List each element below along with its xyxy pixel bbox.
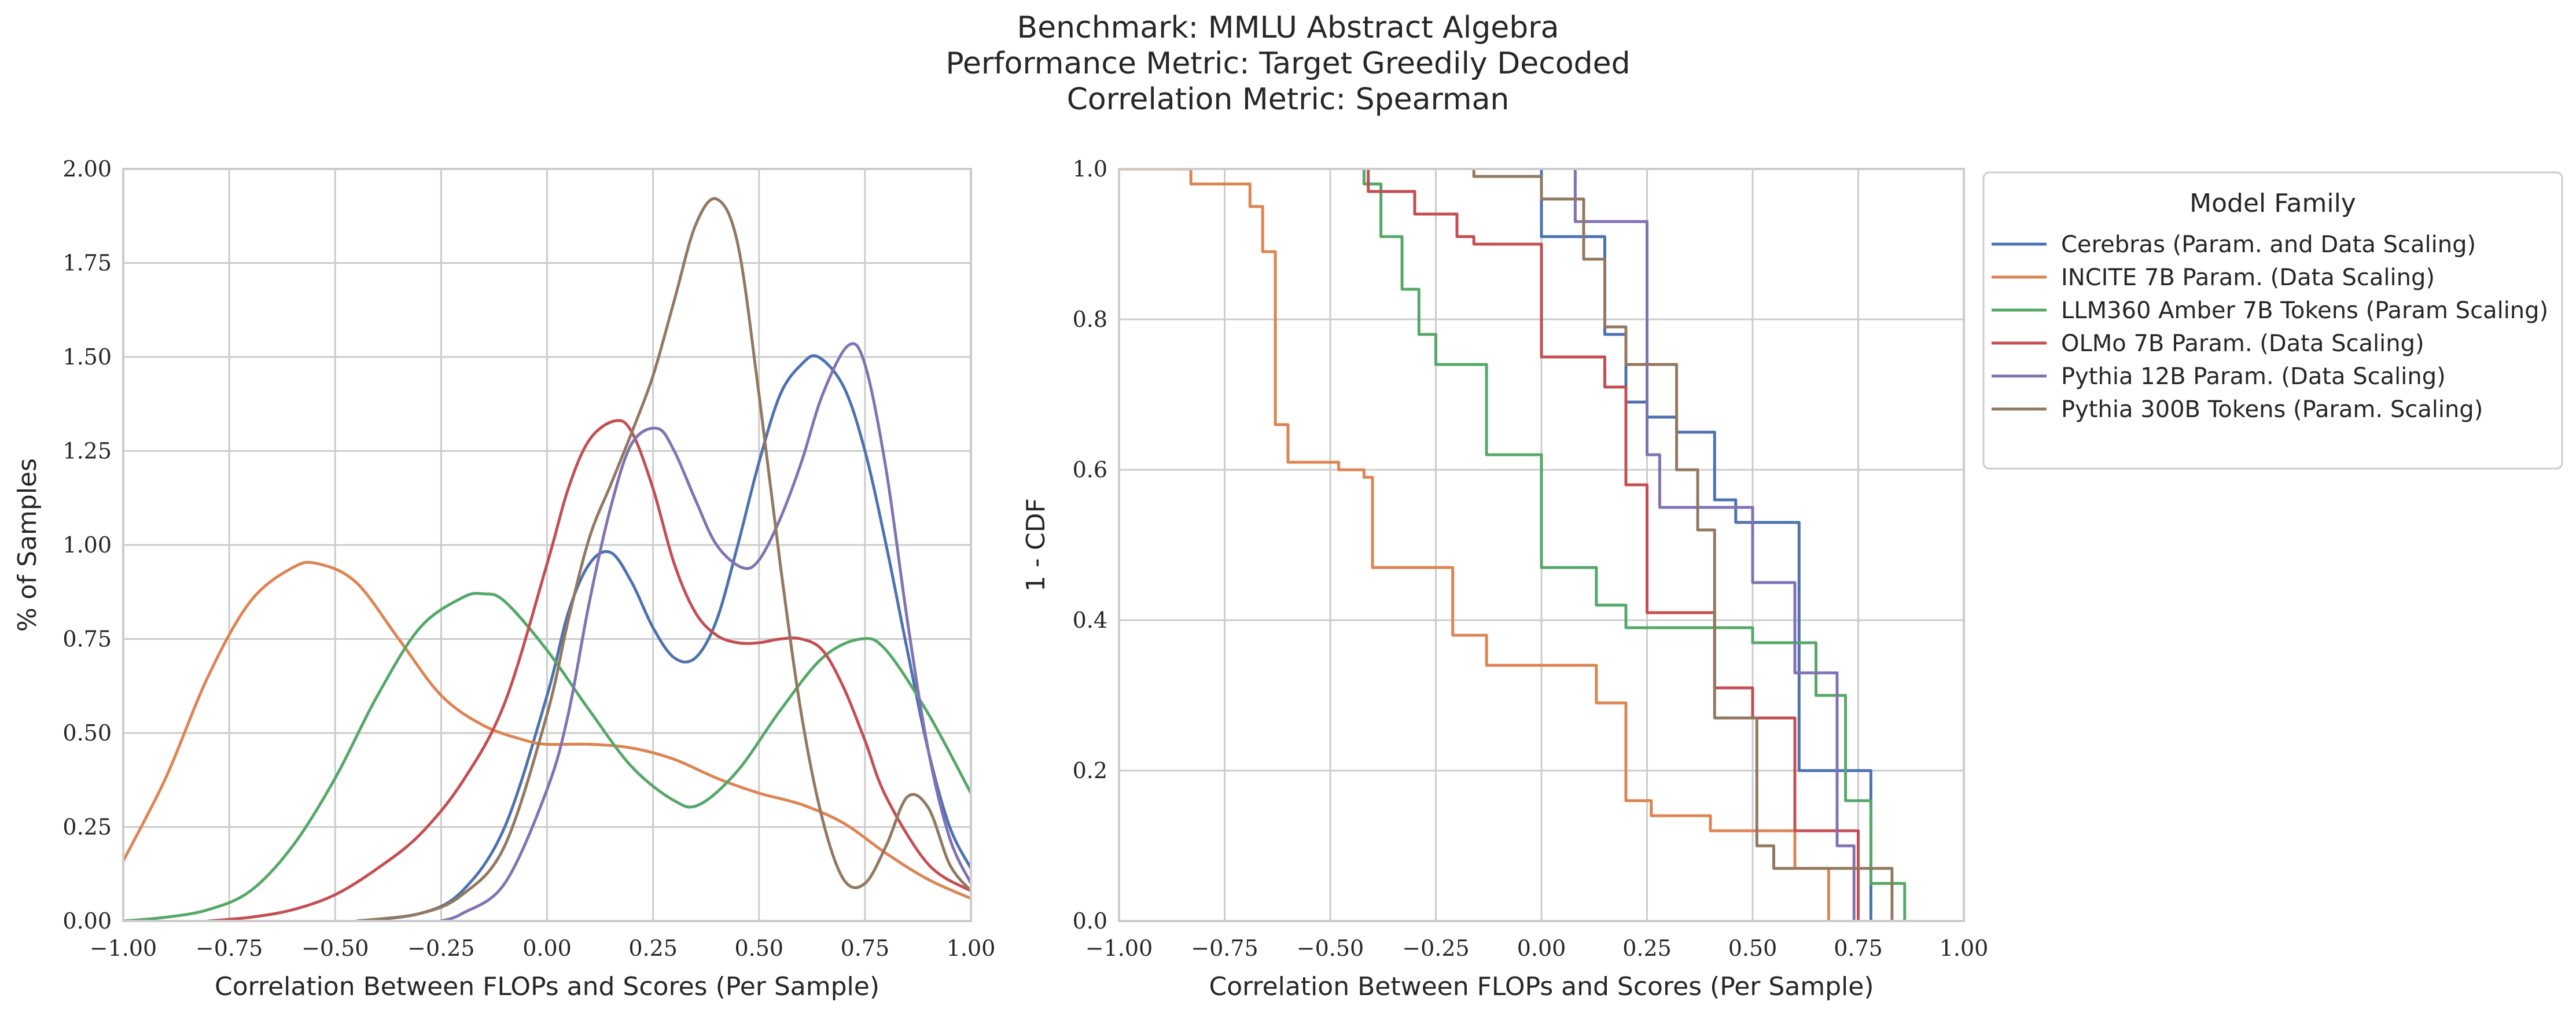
x-axis-label: Correlation Between FLOPs and Scores (Pe… bbox=[1209, 972, 1874, 1001]
x-tick-label: 0.25 bbox=[628, 935, 678, 961]
x-tick-label: 0.75 bbox=[841, 935, 890, 961]
x-tick-label: 1.00 bbox=[947, 935, 996, 961]
title-line-2: Performance Metric: Target Greedily Deco… bbox=[945, 46, 1630, 81]
x-tick-label: 0.00 bbox=[522, 935, 572, 961]
x-axis-label: Correlation Between FLOPs and Scores (Pe… bbox=[215, 972, 879, 1001]
y-axis-label: % of Samples bbox=[13, 458, 42, 632]
x-tick-label: −0.75 bbox=[1191, 935, 1258, 961]
series-line-3 bbox=[208, 419, 971, 922]
series-line-2 bbox=[1362, 169, 1907, 921]
y-tick-label: 0.25 bbox=[62, 815, 112, 840]
survival-plot: −1.00 −0.75 −0.50 −0.25 0.00 0.25 0.50 0.75 1.00… bbox=[1021, 156, 1988, 1001]
y-tick-label: 0.00 bbox=[62, 908, 112, 934]
plot-frame bbox=[1118, 168, 1965, 922]
y-tick-label: 1.25 bbox=[62, 439, 112, 464]
series-line-1 bbox=[123, 561, 971, 900]
x-tick-label: −0.75 bbox=[196, 935, 263, 961]
x-tick-label: 1.00 bbox=[1940, 935, 1989, 961]
figure-title: Benchmark: MMLU Abstract Algebra Perform… bbox=[945, 10, 1630, 117]
plot-frame bbox=[122, 168, 972, 922]
series-line-5 bbox=[1472, 169, 1894, 921]
y-tick-label: 1.00 bbox=[62, 532, 112, 558]
legend: Model Family Cerebras (Param. and Data S… bbox=[1982, 171, 2563, 470]
x-tick-label: −1.00 bbox=[90, 935, 157, 961]
x-tick-label: 0.00 bbox=[1517, 935, 1566, 961]
legend-box bbox=[1982, 171, 2563, 470]
x-tick-label: −0.25 bbox=[1402, 935, 1469, 961]
y-tick-label: 0.6 bbox=[1073, 457, 1107, 482]
series-line-1 bbox=[1119, 168, 1830, 921]
density-plot: −1.00 −0.75 −0.50 −0.25 0.00 0.25 0.50 0.75 1.00… bbox=[13, 156, 995, 1001]
legend-label: Cerebras (Param. and Data Scaling) bbox=[2061, 231, 2476, 258]
x-tick-label: −0.25 bbox=[407, 935, 474, 961]
x-tick-label: −1.00 bbox=[1085, 935, 1153, 961]
legend-label: Pythia 300B Tokens (Param. Scaling) bbox=[2061, 396, 2483, 423]
y-tick-label: 1.50 bbox=[62, 344, 112, 370]
y-tick-label: 1.0 bbox=[1073, 156, 1107, 182]
y-tick-label: 2.00 bbox=[62, 156, 112, 182]
legend-label: Pythia 12B Param. (Data Scaling) bbox=[2061, 363, 2446, 390]
x-tick-label: −0.50 bbox=[1297, 935, 1364, 961]
x-tick-label: 0.50 bbox=[734, 935, 783, 961]
y-tick-label: 0.75 bbox=[62, 627, 112, 652]
title-line-1: Benchmark: MMLU Abstract Algebra bbox=[1017, 10, 1559, 45]
series-line-2 bbox=[123, 592, 971, 922]
x-tick-label: 0.25 bbox=[1622, 935, 1672, 961]
series-line-4 bbox=[1573, 169, 1856, 921]
x-tick-label: 0.50 bbox=[1728, 935, 1778, 961]
y-tick-label: 0.4 bbox=[1073, 607, 1107, 633]
x-tick-label: −0.50 bbox=[301, 935, 369, 961]
series-line-4 bbox=[440, 342, 971, 922]
legend-title: Model Family bbox=[2189, 189, 2356, 218]
y-tick-label: 1.75 bbox=[62, 251, 112, 276]
y-tick-label: 0.0 bbox=[1073, 908, 1107, 934]
y-tick-label: 0.50 bbox=[62, 720, 112, 746]
y-axis-label: 1 - CDF bbox=[1021, 498, 1051, 592]
series-line-5 bbox=[356, 197, 971, 922]
legend-label: LLM360 Amber 7B Tokens (Param Scaling) bbox=[2061, 297, 2548, 324]
legend-label: OLMo 7B Param. (Data Scaling) bbox=[2061, 330, 2424, 357]
y-tick-label: 0.2 bbox=[1073, 758, 1107, 783]
y-tick-label: 0.8 bbox=[1073, 307, 1107, 332]
x-tick-label: 0.75 bbox=[1834, 935, 1883, 961]
title-line-3: Correlation Metric: Spearman bbox=[1067, 82, 1510, 117]
series-line-3 bbox=[1367, 169, 1860, 921]
series-line-0 bbox=[356, 354, 971, 922]
legend-label: INCITE 7B Param. (Data Scaling) bbox=[2061, 264, 2435, 291]
